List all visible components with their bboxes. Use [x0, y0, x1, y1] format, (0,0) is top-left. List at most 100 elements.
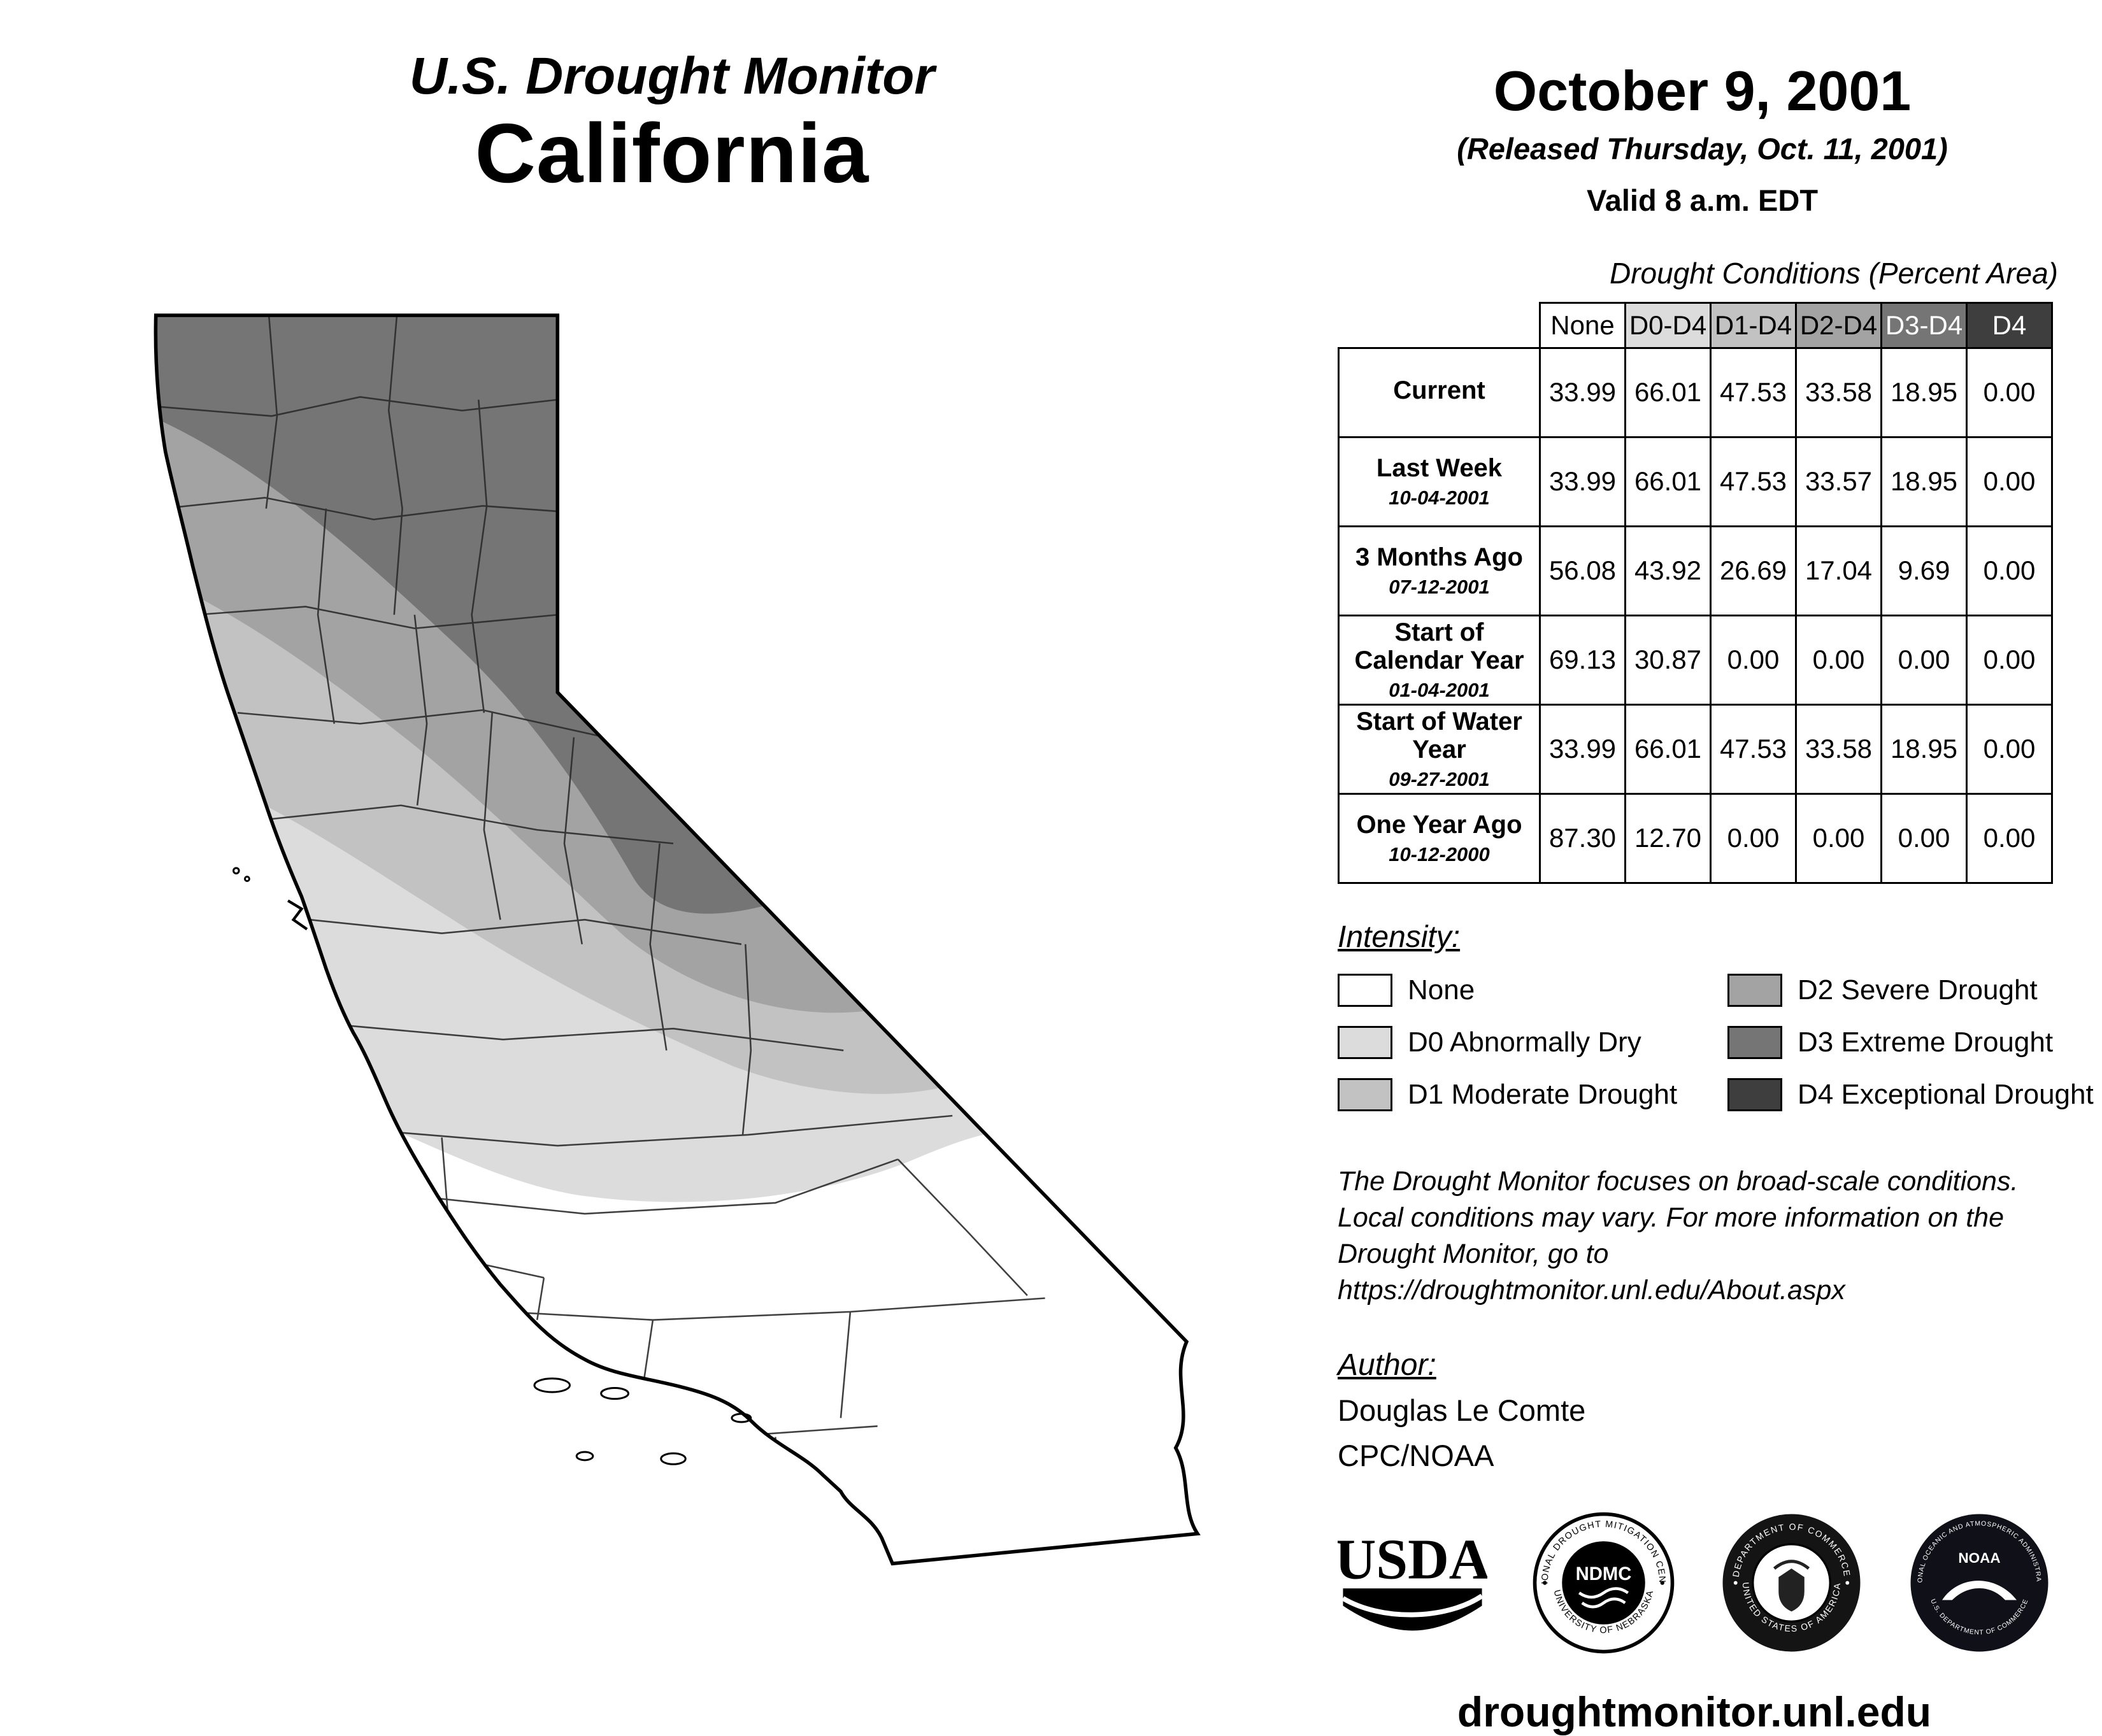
row-header: Start of Water Year 09-27-2001	[1338, 703, 1541, 795]
percent-value-cell: 56.08	[1539, 525, 1626, 616]
percent-value-cell: 47.53	[1710, 346, 1797, 438]
percent-value-cell: 33.58	[1795, 346, 1882, 438]
right-column: October 9, 2001 (Released Thursday, Oct.…	[1338, 60, 2094, 1736]
row-label: Start of Calendar Year	[1354, 618, 1524, 675]
disclaimer-line: Drought Monitor, go to https://droughtmo…	[1338, 1239, 1845, 1306]
report-region: California	[475, 106, 869, 201]
legend-item-d1: D1 Moderate Drought	[1338, 1078, 1677, 1111]
percent-value-cell: 33.99	[1539, 703, 1626, 795]
table-title: Drought Conditions (Percent Area)	[1610, 256, 2058, 290]
legend-item-none: None	[1338, 973, 1475, 1007]
percent-value-cell: 30.87	[1624, 614, 1712, 706]
legend-item-d4: D4 Exceptional Drought	[1727, 1078, 2094, 1111]
row-header: Current	[1338, 346, 1541, 438]
valid-time: Valid 8 a.m. EDT	[1586, 183, 1819, 217]
percent-value-cell: 12.70	[1624, 792, 1712, 884]
percent-value-cell: 66.01	[1624, 703, 1712, 795]
legend-swatch	[1338, 1078, 1392, 1111]
commerce-shield-icon	[1778, 1568, 1805, 1612]
noaa-logo: NATIONAL OCEANIC AND ATMOSPHERIC ADMINIS…	[1908, 1511, 2048, 1652]
legend-swatch	[1338, 973, 1392, 1007]
percent-value-cell: 33.57	[1795, 436, 1882, 527]
noaa-gull-icon	[1942, 1580, 2017, 1600]
commerce-seal: DEPARTMENT OF COMMERCE UNITED STATES OF …	[1722, 1514, 1861, 1652]
author-heading: Author:	[1338, 1348, 1436, 1382]
state-outline	[154, 313, 1201, 1566]
row-label: Last Week	[1376, 453, 1503, 482]
legend-label: D3 Extreme Drought	[1798, 1026, 2054, 1058]
table-row: 3 Months Ago 07-12-2001 56.08 43.92 26.6…	[1338, 525, 2053, 616]
drought-conditions-table: None D0-D4 D1-D4 D2-D4 D3-D4 D4 Current …	[1338, 301, 2053, 884]
legend-label: D4 Exceptional Drought	[1798, 1078, 2094, 1110]
title-block: U.S. Drought Monitor California	[248, 47, 1096, 202]
percent-value-cell: 0.00	[1710, 614, 1797, 706]
percent-value-cell: 0.00	[1880, 614, 1968, 706]
legend-swatch	[1727, 1078, 1782, 1111]
usda-logo-text: USDA	[1338, 1528, 1487, 1591]
legend-swatch	[1727, 973, 1782, 1007]
table-header-row: None D0-D4 D1-D4 D2-D4 D3-D4 D4	[1338, 301, 2053, 349]
percent-value-cell: 17.04	[1795, 525, 1882, 616]
percent-value-cell: 0.00	[1966, 525, 2053, 616]
column-header-d1-d4: D1-D4	[1710, 301, 1797, 349]
disclaimer-line: Local conditions may vary. For more info…	[1338, 1202, 2005, 1233]
percent-value-cell: 47.53	[1710, 703, 1797, 795]
percent-value-cell: 33.99	[1539, 346, 1626, 438]
california-drought-map	[135, 304, 1212, 1570]
report-title: U.S. Drought Monitor	[409, 47, 935, 105]
author-org: CPC/NOAA	[1338, 1438, 1494, 1472]
corner-cell	[1338, 302, 1540, 348]
column-header-d4: D4	[1966, 301, 2053, 349]
percent-value-cell: 0.00	[1966, 703, 2053, 795]
legend-swatch	[1727, 1025, 1782, 1059]
disclaimer-line: The Drought Monitor focuses on broad-sca…	[1338, 1165, 2019, 1197]
legend-label: None	[1408, 974, 1475, 1006]
percent-value-cell: 0.00	[1880, 792, 1968, 884]
percent-value-cell: 87.30	[1539, 792, 1626, 884]
percent-value-cell: 0.00	[1795, 614, 1882, 706]
legend-item-d2: D2 Severe Drought	[1727, 973, 2038, 1007]
disclaimer-text: The Drought Monitor focuses on broad-sca…	[1338, 1163, 2067, 1309]
ndmc-logo: NATIONAL DROUGHT MITIGATION CENTER UNIVE…	[1532, 1511, 1675, 1653]
legend-item-d0: D0 Abnormally Dry	[1338, 1025, 1641, 1059]
column-header-d3-d4: D3-D4	[1880, 301, 1968, 349]
ndmc-center-text: NDMC	[1576, 1564, 1632, 1584]
row-label: One Year Ago	[1356, 810, 1522, 839]
percent-value-cell: 9.69	[1880, 525, 1968, 616]
legend-label: D2 Severe Drought	[1798, 974, 2038, 1006]
release-date: (Released Thursday, Oct. 11, 2001)	[1457, 131, 1948, 166]
percent-value-cell: 18.95	[1880, 703, 1968, 795]
percent-value-cell: 33.99	[1539, 436, 1626, 527]
legend-label: D0 Abnormally Dry	[1408, 1026, 1641, 1058]
row-date: 10-04-2001	[1389, 486, 1490, 509]
row-date: 10-12-2000	[1389, 843, 1490, 865]
row-date: 07-12-2001	[1389, 575, 1490, 598]
author-name: Douglas Le Comte	[1338, 1393, 1586, 1427]
logo-row: USDA NATIONAL DROUGHT MITIGATION CENTER …	[1338, 1511, 2051, 1654]
row-label: Current	[1393, 376, 1485, 404]
percent-value-cell: 33.58	[1795, 703, 1882, 795]
table-row: Last Week 10-04-2001 33.99 66.01 47.53 3…	[1338, 436, 2053, 527]
report-date: October 9, 2001	[1493, 59, 1912, 122]
row-date: 01-04-2001	[1389, 679, 1490, 702]
row-header: 3 Months Ago 07-12-2001	[1338, 525, 1541, 616]
date-block: October 9, 2001 (Released Thursday, Oct.…	[1338, 60, 2067, 218]
legend-label: D1 Moderate Drought	[1408, 1078, 1678, 1110]
usda-logo: USDA	[1338, 1528, 1487, 1631]
row-header: Last Week 10-04-2001	[1338, 436, 1541, 527]
commerce-eagle-icon	[1773, 1559, 1810, 1570]
percent-value-cell: 0.00	[1966, 792, 2053, 884]
row-date: 09-27-2001	[1389, 768, 1490, 791]
percent-value-cell: 66.01	[1624, 346, 1712, 438]
percent-value-cell: 18.95	[1880, 346, 1968, 438]
california-map-svg	[154, 313, 1201, 1566]
column-header-d2-d4: D2-D4	[1795, 301, 1882, 349]
table-row: One Year Ago 10-12-2000 87.30 12.70 0.00…	[1338, 792, 2053, 884]
row-label: 3 Months Ago	[1355, 543, 1523, 571]
legend-swatch	[1338, 1025, 1392, 1059]
percent-value-cell: 69.13	[1539, 614, 1626, 706]
noaa-center-text: NOAA	[1958, 1550, 2000, 1566]
percent-value-cell: 0.00	[1966, 346, 2053, 438]
percent-value-cell: 0.00	[1710, 792, 1797, 884]
column-header-d0-d4: D0-D4	[1624, 301, 1712, 349]
